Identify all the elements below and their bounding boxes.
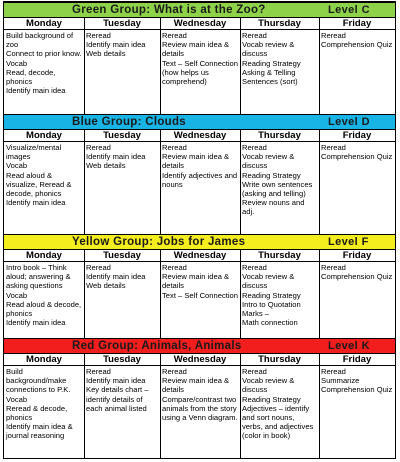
day-monday: Monday	[26, 354, 62, 365]
day-tuesday: Tuesday	[103, 354, 141, 365]
group-band-yellow: Yellow Group: Jobs for James Level F	[4, 234, 395, 250]
group-band-blue: Blue Group: Clouds Level D	[4, 114, 395, 130]
day-wednesday: Wednesday	[173, 18, 227, 29]
grid-line	[84, 250, 85, 338]
cell-tuesday: Reread Identify main idea Web details	[86, 31, 146, 59]
grid-line	[240, 130, 241, 234]
cell-tuesday: Reread Identify main idea Key details char…	[86, 367, 149, 413]
group-title: Green Group: What is at the Zoo?	[72, 4, 266, 16]
day-friday: Friday	[342, 18, 372, 29]
day-friday: Friday	[342, 354, 372, 365]
grid-line	[84, 354, 85, 458]
cell-friday: Reread Comprehension Quiz	[321, 31, 393, 50]
group-title: Blue Group: Clouds	[72, 116, 187, 128]
grid-line	[319, 130, 320, 234]
group-level: Level F	[328, 236, 369, 248]
day-tuesday: Tuesday	[103, 130, 141, 141]
day-header-row: Monday Tuesday Wednesday Thursday Friday	[4, 130, 395, 142]
grid-line	[160, 130, 161, 234]
plan-row-red: Build background/make connections to P.K…	[4, 366, 395, 458]
group-level: Level K	[328, 340, 370, 352]
grid-line	[319, 354, 320, 458]
group-title: Yellow Group: Jobs for James	[72, 236, 246, 248]
cell-thursday: Reread Vocab review & discuss Reading Stra…	[242, 263, 301, 328]
day-wednesday: Wednesday	[173, 354, 227, 365]
grid-line	[160, 18, 161, 114]
group-title: Red Group: Animals, Animals	[72, 340, 242, 352]
grid-line	[319, 250, 320, 338]
cell-tuesday: Reread Identify main idea Web details	[86, 263, 146, 291]
group-band-green: Green Group: What is at the Zoo? Level C	[4, 2, 395, 18]
cell-friday: Reread Comprehension Quiz	[321, 263, 393, 282]
cell-wednesday: Reread Review main idea & details Text – S…	[162, 31, 238, 87]
day-friday: Friday	[342, 130, 372, 141]
group-level: Level C	[328, 4, 370, 16]
day-tuesday: Tuesday	[103, 18, 141, 29]
day-header-row: Monday Tuesday Wednesday Thursday Friday	[4, 250, 395, 262]
cell-monday: Build background of zoo Connect to prior …	[6, 31, 82, 96]
day-header-row: Monday Tuesday Wednesday Thursday Friday	[4, 18, 395, 30]
cell-thursday: Reread Vocab review & discuss Reading Stra…	[242, 367, 314, 441]
cell-friday: Reread Summarize Comprehension Quiz	[321, 367, 393, 395]
grid-line	[240, 18, 241, 114]
group-level: Level D	[328, 116, 370, 128]
plan-row-yellow: Intro book – Think aloud; answering & as…	[4, 262, 395, 338]
day-header-row: Monday Tuesday Wednesday Thursday Friday	[4, 354, 395, 366]
cell-monday: Intro book – Think aloud; answering & as…	[6, 263, 82, 328]
day-friday: Friday	[342, 250, 372, 261]
cell-monday: Build background/make connections to P.K…	[6, 367, 73, 441]
plan-row-blue: Visualize/mental images Vocab Read aloud &…	[4, 142, 395, 234]
day-monday: Monday	[26, 18, 62, 29]
day-thursday: Thursday	[258, 354, 301, 365]
day-thursday: Thursday	[258, 18, 301, 29]
day-thursday: Thursday	[258, 130, 301, 141]
day-tuesday: Tuesday	[103, 250, 141, 261]
cell-wednesday: Reread Review main idea & details Identify…	[162, 143, 238, 189]
day-monday: Monday	[26, 250, 62, 261]
grid-line	[240, 250, 241, 338]
grid-line	[84, 130, 85, 234]
grid-line	[160, 354, 161, 458]
lesson-plan-sheet: Green Group: What is at the Zoo? Level C…	[3, 1, 396, 459]
grid-line	[240, 354, 241, 458]
day-thursday: Thursday	[258, 250, 301, 261]
grid-line	[319, 18, 320, 114]
day-monday: Monday	[26, 130, 62, 141]
grid-line	[84, 18, 85, 114]
cell-wednesday: Reread Review main idea & details Compare/…	[162, 367, 238, 423]
cell-monday: Visualize/mental images Vocab Read aloud &…	[6, 143, 72, 208]
grid-line	[160, 250, 161, 338]
cell-thursday: Reread Vocab review & discuss Reading Stra…	[242, 143, 313, 217]
group-band-red: Red Group: Animals, Animals Level K	[4, 338, 395, 354]
cell-thursday: Reread Vocab review & discuss Reading Stra…	[242, 31, 301, 87]
plan-row-green: Build background of zoo Connect to prior …	[4, 30, 395, 114]
cell-wednesday: Reread Review main idea & details Text – S…	[162, 263, 238, 300]
cell-friday: Reread Comprehension Quiz	[321, 143, 393, 162]
day-wednesday: Wednesday	[173, 250, 227, 261]
cell-tuesday: Reread Identify main idea Web details	[86, 143, 146, 171]
day-wednesday: Wednesday	[173, 130, 227, 141]
